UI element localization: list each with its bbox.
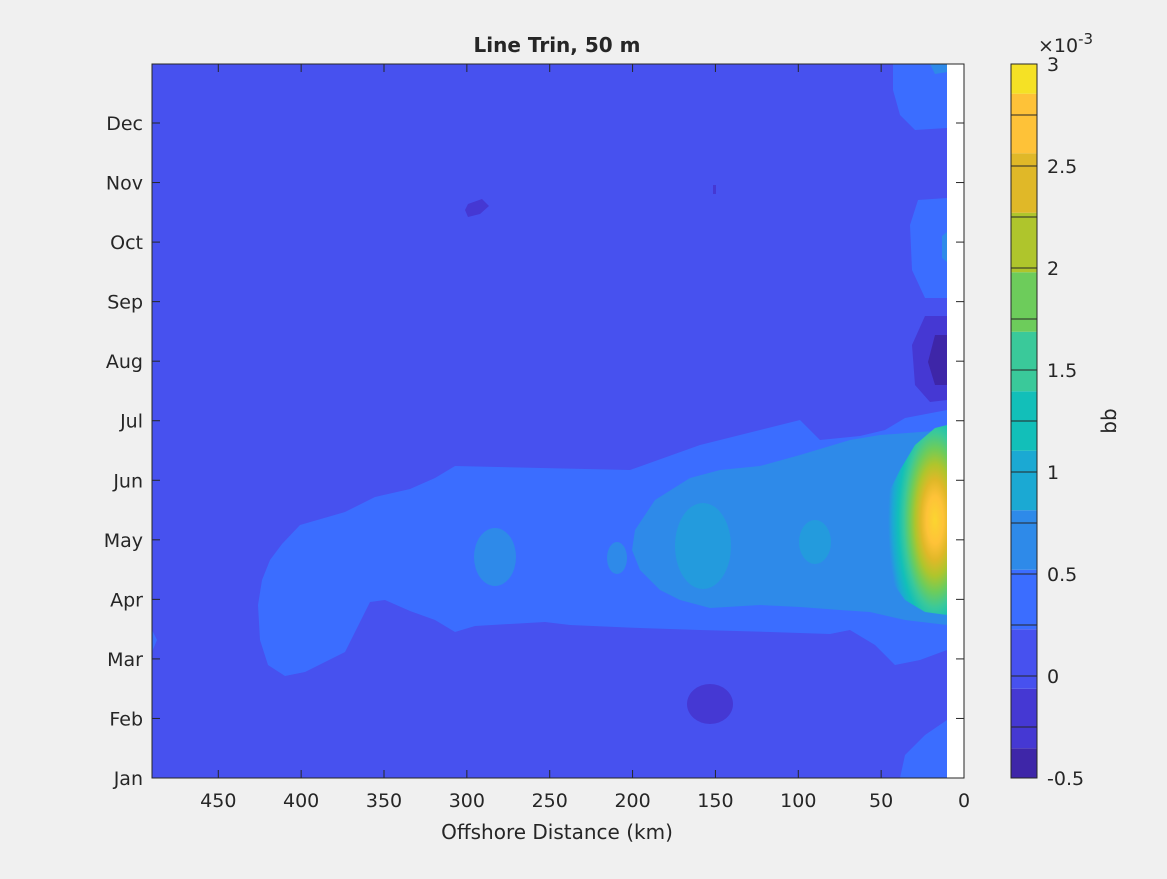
colorbar-level <box>1011 450 1037 511</box>
colorbar-level <box>1011 748 1037 778</box>
colorbar-level <box>1011 331 1037 392</box>
colorbar-level <box>1011 688 1037 749</box>
contour-coastal-top <box>893 64 947 130</box>
colorbar-level <box>1011 93 1037 154</box>
y-tick-label: Jul <box>119 411 143 433</box>
y-tick-label: Jun <box>112 470 143 492</box>
colorbar-tick-label: -0.5 <box>1047 768 1084 790</box>
contour-spring-patch-280km <box>474 528 516 586</box>
contour-coastal-top-inner <box>930 64 947 74</box>
colorbar-tick-label: 2.5 <box>1047 156 1077 178</box>
contour-coastal-oct-inner <box>942 232 947 262</box>
x-tick-label: 200 <box>614 790 650 812</box>
colorbar-exponent: ×10-3 <box>1038 30 1093 57</box>
colorbar-level <box>1011 64 1037 94</box>
contour-edge-patch <box>152 630 157 652</box>
colorbar-level <box>1011 569 1037 630</box>
y-tick-label: Oct <box>110 232 143 254</box>
colorbar-tick-label: 0.5 <box>1047 564 1077 586</box>
y-tick-label: Aug <box>106 351 143 373</box>
contour-low-290km <box>465 199 489 217</box>
contour-winter-low <box>687 684 733 724</box>
contour-coastal-oct <box>910 198 947 298</box>
contour-spring-patch-90km <box>799 520 831 564</box>
colorbar-level <box>1011 153 1037 213</box>
y-axis: Jan Feb Mar Apr May Jun Jul Aug Sep Oct Nov Dec <box>104 113 964 790</box>
x-tick-label: 400 <box>283 790 319 812</box>
y-tick-label: May <box>104 530 143 552</box>
colorbar-tick-label: 3 <box>1047 54 1059 76</box>
y-tick-label: Dec <box>106 113 143 135</box>
x-axis-label: Offshore Distance (km) <box>441 820 673 844</box>
colorbar-tick-label: 0 <box>1047 666 1059 688</box>
y-tick-label: Feb <box>109 708 143 730</box>
contour-spring-patch-210km <box>607 542 627 574</box>
contour-summer-low-core <box>928 335 947 385</box>
y-tick-label: Jan <box>113 768 143 790</box>
colorbar-tick-label: 1.5 <box>1047 360 1077 382</box>
contour-background <box>152 64 947 778</box>
x-tick-label: 300 <box>449 790 485 812</box>
chart-title: Line Trin, 50 m <box>474 33 641 57</box>
x-tick-label: 350 <box>366 790 402 812</box>
colorbar-frame <box>1010 63 1038 779</box>
colorbar-tick-label: 1 <box>1047 462 1059 484</box>
colorbar-tick-label: 2 <box>1047 258 1059 280</box>
contour-low-150km-nov <box>713 185 716 194</box>
colorbar-level <box>1011 629 1037 689</box>
x-axis: 450 400 350 300 250 200 150 100 50 0 <box>200 64 970 812</box>
y-tick-label: Apr <box>110 589 143 611</box>
x-tick-label: 450 <box>200 790 236 812</box>
colorbar-exponent-base: ×10 <box>1038 35 1078 57</box>
y-tick-label: Sep <box>107 292 143 314</box>
y-tick-label: Nov <box>106 173 143 195</box>
contour-coastal-peak <box>880 425 947 615</box>
x-tick-label: 100 <box>780 790 816 812</box>
x-tick-label: 50 <box>869 790 893 812</box>
x-tick-label: 250 <box>532 790 568 812</box>
x-tick-label: 150 <box>697 790 733 812</box>
colorbar-exponent-power: -3 <box>1078 30 1093 48</box>
colorbar-label: bb <box>1097 408 1121 433</box>
y-tick-label: Mar <box>107 649 143 671</box>
contour-fills <box>152 64 947 778</box>
colorbar: 3 2.5 2 1.5 1 0.5 0 -0.5 <box>1011 54 1084 790</box>
colorbar-level <box>1011 272 1037 332</box>
x-tick-label: 0 <box>958 790 970 812</box>
colorbar-level <box>1011 212 1037 273</box>
contour-spring-patch-160km <box>675 503 731 589</box>
colorbar-level <box>1011 510 1037 570</box>
